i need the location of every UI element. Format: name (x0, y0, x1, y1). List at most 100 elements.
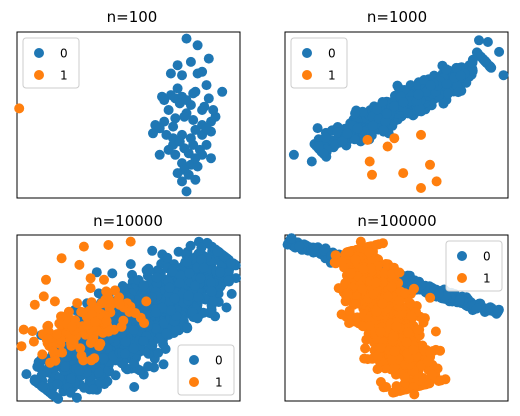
data-point-class-1 (78, 241, 89, 252)
data-point-class-1 (418, 373, 428, 383)
data-point-class-0 (380, 116, 391, 127)
data-point-class-0 (150, 323, 161, 334)
data-point-class-1 (103, 240, 114, 250)
data-point-class-1 (394, 295, 405, 306)
data-point-class-0 (119, 348, 130, 359)
data-point-class-0 (192, 68, 203, 79)
data-point-class-0 (190, 174, 201, 185)
data-point-class-1 (350, 254, 361, 265)
data-point-class-0 (160, 344, 171, 354)
data-point-class-0 (221, 302, 232, 313)
data-point-class-1 (435, 345, 446, 356)
data-point-class-0 (434, 288, 444, 298)
data-point-class-1 (336, 256, 347, 267)
data-point-class-0 (185, 56, 196, 67)
data-point-class-1 (27, 326, 38, 337)
data-point-class-1 (94, 341, 104, 352)
legend-marker-0 (34, 48, 44, 58)
data-point-class-0 (174, 278, 185, 289)
plot-area-frame (284, 234, 509, 402)
data-point-class-1 (57, 347, 68, 358)
legend-label-0: 0 (328, 47, 336, 61)
data-point-class-0 (201, 139, 212, 150)
data-point-class-0 (37, 381, 48, 392)
data-point-class-0 (98, 353, 109, 364)
data-point-class-0 (117, 281, 128, 291)
data-point-class-0 (441, 64, 452, 75)
data-point-class-0 (93, 367, 104, 378)
data-point-class-0 (474, 35, 484, 46)
data-point-class-1 (360, 343, 371, 354)
data-point-class-1 (141, 296, 152, 307)
data-point-class-1 (372, 364, 383, 375)
data-point-class-1 (139, 318, 150, 328)
data-point-class-0 (164, 282, 175, 293)
data-point-class-1 (394, 267, 405, 278)
data-point-class-1 (99, 274, 109, 285)
data-point-class-1 (382, 141, 393, 152)
legend-box (290, 37, 348, 89)
data-point-class-0 (143, 361, 154, 372)
data-point-class-0 (154, 149, 165, 160)
data-point-class-0 (337, 136, 348, 146)
legend-box (22, 37, 80, 89)
data-point-class-1 (351, 298, 361, 309)
data-point-class-1 (74, 259, 85, 270)
data-point-class-0 (438, 98, 449, 109)
data-point-class-1 (389, 346, 400, 357)
data-point-class-0 (223, 275, 234, 286)
data-point-class-1 (130, 308, 141, 318)
data-point-class-0 (294, 241, 305, 252)
data-point-class-0 (306, 156, 317, 167)
data-point-class-0 (192, 161, 203, 172)
data-point-class-0 (151, 272, 162, 283)
data-point-class-1 (85, 338, 96, 348)
data-point-class-1 (399, 288, 410, 299)
data-point-class-1 (436, 375, 447, 386)
data-point-class-0 (183, 290, 194, 301)
data-point-class-1 (377, 298, 388, 309)
data-point-class-1 (50, 355, 61, 366)
data-point-class-0 (482, 37, 493, 47)
data-point-class-0 (367, 120, 378, 131)
data-point-class-1 (416, 183, 426, 193)
legend-box (177, 344, 235, 396)
data-point-class-1 (364, 156, 375, 167)
data-point-class-0 (453, 87, 464, 98)
legend-box (445, 240, 503, 292)
subplot-n10000: n=10000 01 (16, 212, 241, 404)
data-point-class-0 (88, 384, 99, 395)
data-point-class-0 (158, 359, 169, 370)
data-point-class-0 (226, 258, 237, 269)
data-point-class-0 (195, 273, 206, 284)
data-point-class-0 (203, 53, 214, 64)
data-point-class-0 (493, 305, 504, 316)
data-point-class-0 (215, 267, 226, 278)
subplot-title: n=100000 (357, 212, 436, 230)
data-point-class-1 (389, 362, 400, 373)
data-point-class-1 (90, 317, 101, 328)
data-point-class-0 (169, 293, 180, 304)
data-point-class-1 (67, 321, 78, 332)
data-points (288, 35, 509, 193)
data-point-class-0 (177, 70, 187, 81)
data-point-class-1 (381, 382, 392, 392)
data-point-class-1 (375, 326, 386, 337)
data-point-class-1 (85, 273, 96, 284)
data-point-class-0 (163, 105, 174, 115)
data-point-class-1 (391, 321, 402, 332)
data-point-class-1 (358, 264, 369, 275)
data-point-class-0 (181, 95, 192, 106)
data-point-class-0 (172, 83, 183, 94)
data-point-class-1 (344, 305, 355, 316)
data-points (16, 236, 241, 404)
data-point-class-0 (198, 262, 209, 273)
data-point-class-0 (188, 115, 199, 125)
legend: 01 (177, 344, 235, 396)
data-point-class-1 (57, 311, 68, 322)
data-point-class-0 (196, 242, 207, 253)
data-point-class-1 (425, 292, 436, 303)
data-point-class-1 (402, 327, 413, 338)
data-point-class-0 (332, 127, 343, 138)
data-point-class-0 (378, 125, 389, 136)
